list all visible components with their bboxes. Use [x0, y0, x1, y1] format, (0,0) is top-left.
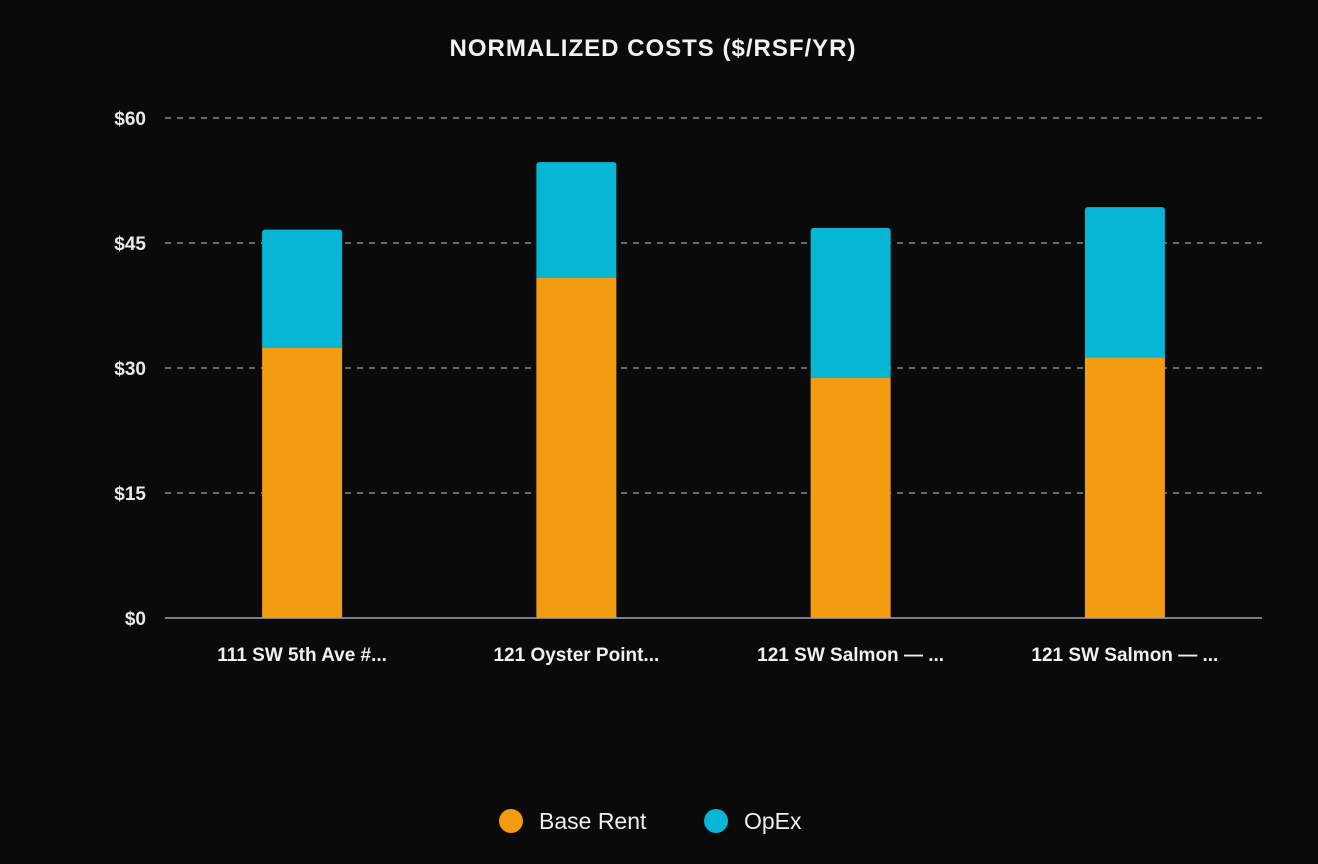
x-tick-label: 111 SW 5th Ave #...: [217, 645, 387, 666]
y-tick-label: $30: [114, 359, 146, 380]
x-tick-label: 121 SW Salmon — ...: [1031, 645, 1218, 666]
chart-title: NORMALIZED COSTS ($/RSF/YR): [449, 35, 856, 62]
bar-opex: [536, 162, 617, 278]
bar-opex: [810, 228, 891, 378]
y-tick-label: $15: [114, 484, 146, 505]
legend-swatch: [499, 809, 523, 833]
bar-base-rent: [262, 348, 343, 618]
y-tick-label: $60: [114, 109, 146, 130]
x-tick-label: 121 Oyster Point...: [493, 645, 659, 666]
bar-opex: [262, 229, 343, 348]
legend-swatch: [704, 809, 728, 833]
bar-opex: [1084, 207, 1165, 358]
x-tick-label: 121 SW Salmon — ...: [757, 645, 944, 666]
y-tick-label: $45: [114, 234, 146, 255]
bar-base-rent: [810, 378, 891, 618]
bar-base-rent: [1084, 357, 1165, 618]
legend-label: Base Rent: [539, 808, 647, 834]
legend-label: OpEx: [744, 808, 802, 834]
y-tick-label: $0: [125, 609, 146, 630]
bar-base-rent: [536, 278, 617, 618]
